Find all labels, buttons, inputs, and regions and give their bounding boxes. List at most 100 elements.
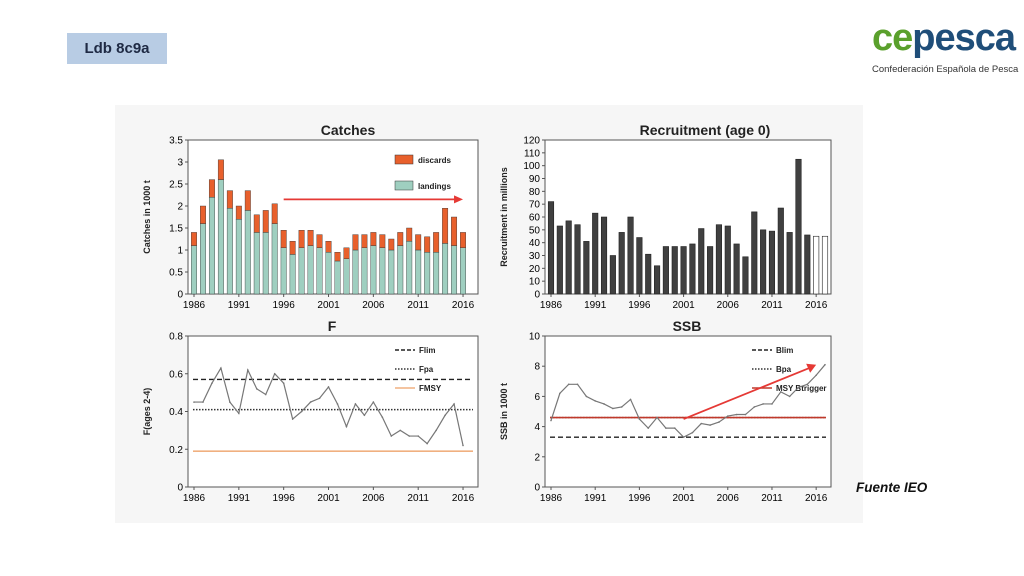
y-tick-label-0: 0.5 <box>169 268 183 279</box>
bar-landings <box>244 210 251 295</box>
bar-landings <box>379 247 386 295</box>
x-tick-label-2: 1986 <box>183 493 206 504</box>
x-tick-label-3: 1986 <box>540 493 563 504</box>
x-tick-label-2: 2011 <box>407 493 429 504</box>
bar-recruitment <box>556 225 563 295</box>
series-point-ssb <box>612 407 614 410</box>
x-tick-label-2: 2001 <box>317 493 340 504</box>
y-tick-label-1: 30 <box>529 251 541 262</box>
bar-landings <box>253 232 260 295</box>
x-tick-label-1: 2006 <box>717 300 740 311</box>
series-point-ssb <box>647 427 650 429</box>
bar-discards <box>415 234 422 251</box>
bar-recruitment <box>768 230 776 295</box>
y-tick-label-1: 70 <box>529 200 541 211</box>
series-point-ssb <box>673 427 676 429</box>
bar-landings <box>424 251 431 295</box>
series-point-f <box>229 401 231 403</box>
logo-part-pesca: pesca <box>912 17 1016 59</box>
series-point-ssb <box>550 419 552 422</box>
x-tick-label-2: 2016 <box>452 493 475 504</box>
series-point-f <box>318 397 321 400</box>
legend-swatch-discards <box>394 154 414 165</box>
y-tick-label-0: 2 <box>177 202 183 213</box>
y-tick-label-1: 20 <box>529 264 541 275</box>
x-tick-label-1: 2001 <box>672 300 695 311</box>
series-point-f <box>238 412 240 415</box>
series-point-f <box>417 435 419 437</box>
bar-landings <box>433 251 440 295</box>
x-tick-label-3: 2006 <box>717 493 740 504</box>
bar-recruitment <box>600 216 608 295</box>
bar-recruitment <box>609 255 616 295</box>
series-point-f <box>327 386 330 388</box>
series-point-f <box>336 403 339 405</box>
y-tick-label-1: 120 <box>523 136 540 147</box>
chart-title-2: F <box>328 318 337 334</box>
series-point-f <box>381 416 384 418</box>
bar-landings <box>208 196 215 295</box>
bar-landings <box>442 243 449 295</box>
series-point-ssb <box>567 383 570 386</box>
y-tick-label-1: 100 <box>523 161 540 172</box>
bar-discards <box>451 216 458 246</box>
y-tick-label-1: 80 <box>529 187 541 198</box>
bar-recruitment <box>618 232 625 295</box>
trend-arrow-head <box>454 195 464 204</box>
chart-title-3: SSB <box>673 318 702 334</box>
series-point-f <box>426 442 428 445</box>
y-tick-label-2: 0.8 <box>169 332 183 343</box>
x-tick-label-0: 2001 <box>317 300 340 311</box>
x-tick-label-1: 2011 <box>761 300 783 311</box>
series-point-f <box>247 369 249 371</box>
x-tick-label-0: 1986 <box>183 300 206 311</box>
y-tick-label-3: 2 <box>534 452 540 463</box>
bar-landings <box>289 254 296 295</box>
series-point-ssb <box>594 400 596 402</box>
bar-recruitment <box>689 243 696 295</box>
x-tick-label-3: 2016 <box>805 493 828 504</box>
series-point-ssb <box>682 436 685 438</box>
y-axis-label-0: Catches in 1000 t <box>142 180 152 254</box>
x-tick-label-1: 2016 <box>805 300 828 311</box>
bar-landings <box>388 249 395 295</box>
x-tick-label-3: 1996 <box>628 493 651 504</box>
bar-discards <box>262 210 269 233</box>
series-point-f <box>291 418 294 420</box>
y-axis-label-3: SSB in 1000 t <box>499 383 509 440</box>
legend-label-fpa: Fpa <box>419 365 434 374</box>
series-point-f <box>354 403 357 405</box>
bar-landings <box>200 223 206 295</box>
bar-discards <box>460 232 466 249</box>
series-point-ssb <box>735 413 738 416</box>
x-tick-label-1: 1991 <box>584 300 607 311</box>
y-tick-label-1: 40 <box>529 238 541 249</box>
bar-recruitment <box>786 232 793 295</box>
bar-recruitment <box>760 229 767 295</box>
bar-landings <box>415 249 422 295</box>
series-point-f <box>202 401 204 403</box>
bar-discards <box>307 229 314 246</box>
series-point-ssb <box>753 406 756 408</box>
bar-recruitment <box>724 225 731 295</box>
series-point-f <box>255 388 258 390</box>
slide-tag: Ldb 8c9a <box>67 33 167 64</box>
series-point-f <box>309 401 312 403</box>
bar-discards <box>226 190 233 209</box>
legend-label-flim: Flim <box>419 346 435 355</box>
series-point-ssb <box>815 374 817 377</box>
bar-recruitment <box>565 220 572 295</box>
y-tick-label-1: 0 <box>534 290 540 301</box>
bar-discards <box>343 247 350 260</box>
bar-recruitment <box>547 201 555 295</box>
bar-discards <box>200 205 206 224</box>
bar-landings <box>343 258 350 295</box>
bar-discards <box>442 207 449 244</box>
series-point-f <box>462 444 464 447</box>
x-tick-label-2: 1996 <box>273 493 296 504</box>
y-tick-label-0: 2.5 <box>169 180 183 191</box>
series-point-f <box>220 367 222 369</box>
bar-recruitment <box>662 246 669 295</box>
series-point-f <box>211 382 213 384</box>
series-point-ssb <box>576 383 579 386</box>
